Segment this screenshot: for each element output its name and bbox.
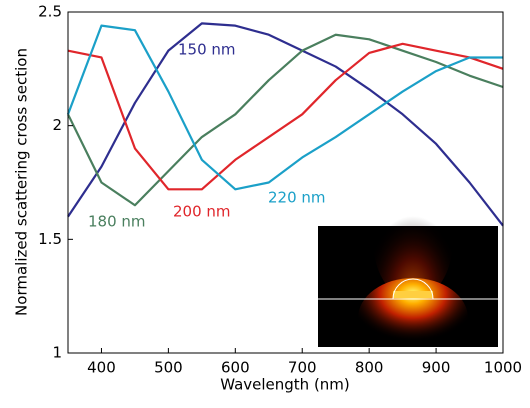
x-tick-label: 700 xyxy=(288,359,317,377)
series-line xyxy=(67,42,504,191)
y-tick-label: 2 xyxy=(52,116,62,134)
x-tick-label: 500 xyxy=(154,359,183,377)
x-axis-label: Wavelength (nm) xyxy=(220,376,350,394)
x-tick-label: 400 xyxy=(87,359,116,377)
series-label: 200 nm xyxy=(173,203,231,221)
x-tick-label: 800 xyxy=(355,359,384,377)
series-label: 150 nm xyxy=(178,41,236,59)
x-tick-label: 600 xyxy=(221,359,250,377)
y-tick-label: 2.5 xyxy=(38,3,62,21)
y-tick-label: 1 xyxy=(52,344,62,362)
series-line xyxy=(67,22,504,227)
y-tick-label: 1.5 xyxy=(38,230,62,248)
series-label: 220 nm xyxy=(268,189,326,207)
inset-image xyxy=(318,180,498,358)
series-line xyxy=(66,24,503,191)
x-tick-label: 1000 xyxy=(484,359,522,377)
y-axis-label: Normalized scattering cross section xyxy=(13,48,31,316)
x-tick-label: 900 xyxy=(422,359,451,377)
series-label: 180 nm xyxy=(88,213,146,231)
series-line xyxy=(67,33,504,207)
plot-frame xyxy=(67,11,504,354)
